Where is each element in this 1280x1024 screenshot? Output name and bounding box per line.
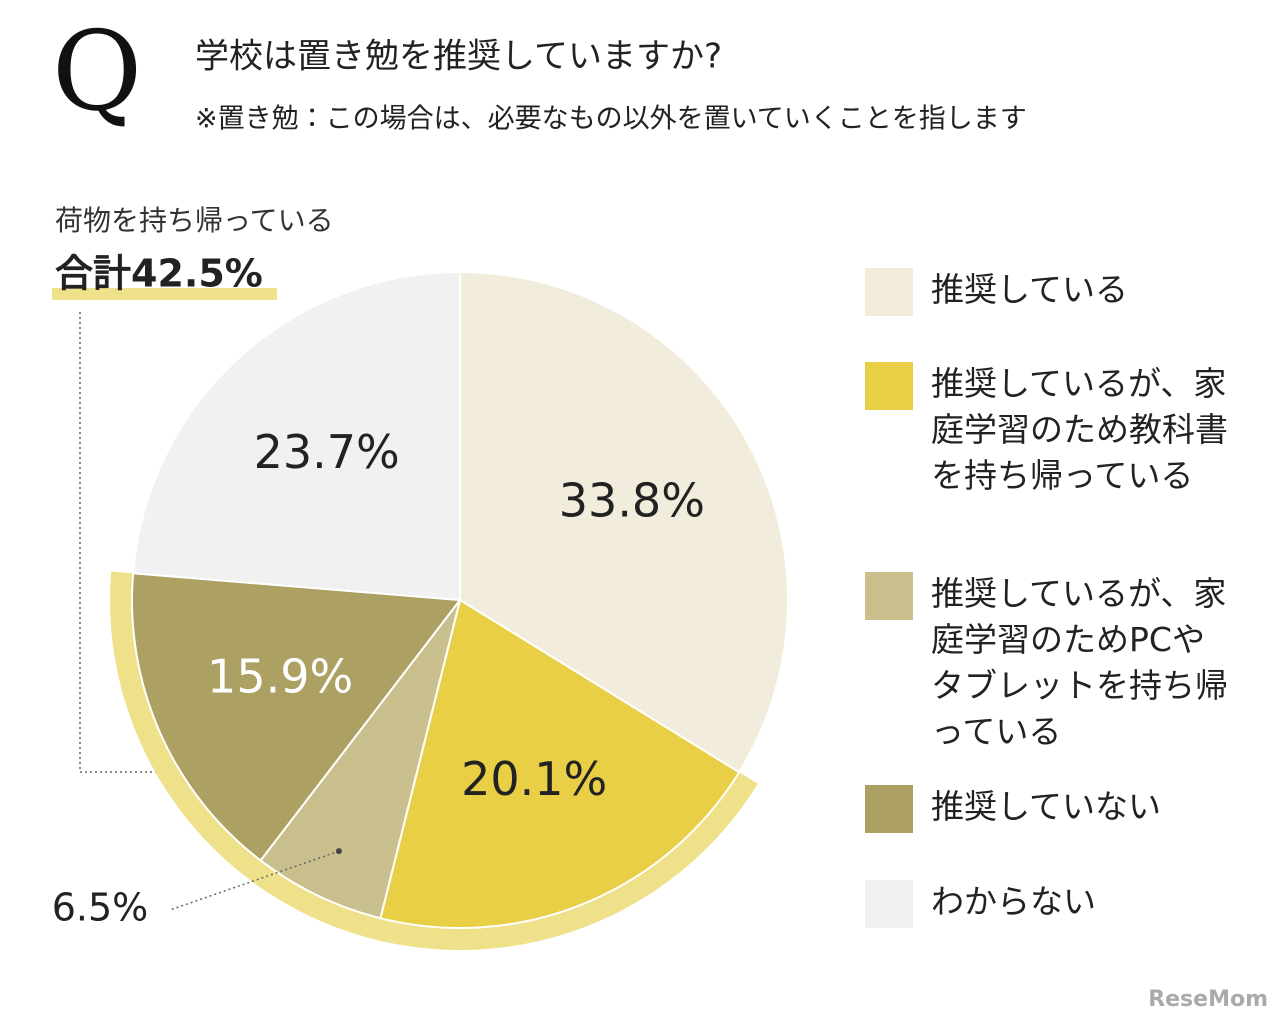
legend-label: 推奨しているが、家庭学習のため教科書を持ち帰っている <box>931 364 1228 495</box>
annotation-text: 荷物を持ち帰っている <box>55 204 334 237</box>
pie-slice <box>379 598 741 929</box>
pie-slice <box>131 572 462 862</box>
legend-swatch <box>865 880 913 928</box>
value-label: 33.8% <box>559 474 705 528</box>
legend-label: 推奨しているが、家庭学習のためPCやタブレットを持ち帰っている <box>931 574 1228 751</box>
leader-dot <box>335 848 342 855</box>
annotation-leader <box>79 312 165 773</box>
legend-label: わからない <box>931 882 1096 921</box>
chart-subtitle: ※置き勉：この場合は、必要なもの以外を置いていくことを指します <box>195 104 1027 135</box>
legend-label: 推奨している <box>931 270 1129 309</box>
watermark: ReseMom <box>1148 987 1268 1012</box>
value-label: 23.7% <box>254 425 400 479</box>
value-label: 15.9% <box>207 649 353 703</box>
value-label: 20.1% <box>461 752 607 806</box>
pie-slice <box>132 270 461 602</box>
legend-label: 推奨していない <box>931 787 1162 826</box>
pie: 33.8% 20.1% 6.5% 15.9% 23.7% <box>52 270 789 950</box>
chart-title: 学校は置き勉を推奨していますか? <box>195 37 722 77</box>
legend-swatch <box>865 362 913 410</box>
annotation-highlight <box>52 288 277 300</box>
pie-slice <box>259 599 461 920</box>
legend-item: わからない <box>865 880 1231 928</box>
annotation-total: 合計42.5% <box>55 252 263 296</box>
legend-item: 推奨しているが、家庭学習のためPCやタブレットを持ち帰っている <box>865 572 1231 755</box>
legend-swatch <box>865 268 913 316</box>
legend-swatch <box>865 572 913 620</box>
value-label: 6.5% <box>52 886 149 930</box>
question-mark: Q <box>52 7 142 135</box>
legend-swatch <box>865 785 913 833</box>
pie-slice <box>459 270 789 774</box>
legend-item: 推奨しているが、家庭学習のため教科書を持ち帰っている <box>865 362 1231 499</box>
legend-item: 推奨していない <box>865 785 1231 833</box>
legend-item: 推奨している <box>865 268 1231 316</box>
